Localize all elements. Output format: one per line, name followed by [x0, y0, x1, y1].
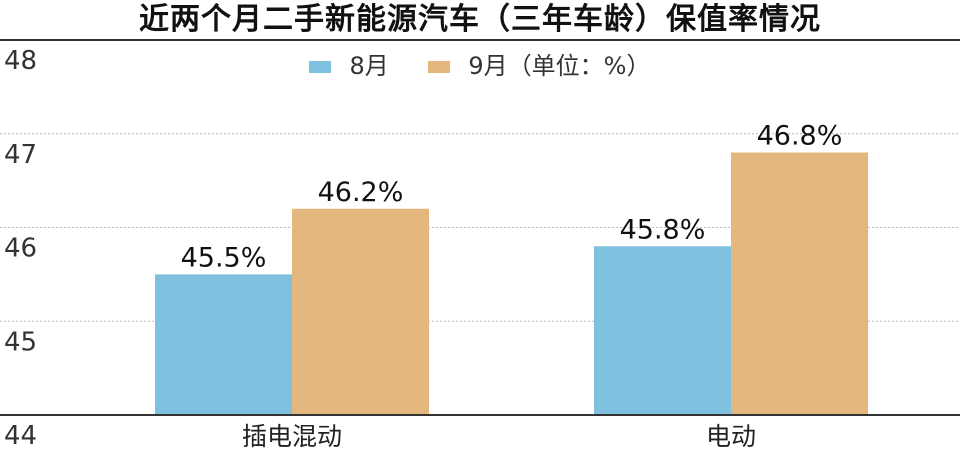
data-label: 46.8% — [757, 121, 843, 152]
legend-swatch-aug — [309, 61, 332, 73]
bar — [594, 246, 731, 415]
data-label: 45.5% — [181, 242, 267, 273]
chart-title: 近两个月二手新能源汽车（三年车龄）保值率情况 — [139, 2, 821, 37]
legend: 8月 9月（单位：%） — [0, 52, 960, 80]
legend-label-sep: 9月 — [468, 52, 508, 80]
y-tick-label: 46 — [4, 234, 37, 264]
x-tick-label: 电动 — [706, 422, 756, 449]
legend-item-aug: 8月 — [309, 52, 389, 80]
unit-note: （单位：%） — [507, 52, 651, 80]
legend-swatch-sep — [428, 61, 451, 73]
bar — [731, 152, 868, 415]
y-tick-label: 48 — [4, 46, 37, 76]
bar — [155, 274, 292, 415]
y-tick-label: 44 — [4, 421, 37, 449]
legend-label-aug: 8月 — [349, 52, 389, 80]
x-tick-label: 插电混动 — [242, 422, 342, 449]
data-label: 46.2% — [318, 177, 404, 208]
data-label: 45.8% — [620, 214, 706, 245]
bar — [292, 208, 429, 415]
y-tick-label: 45 — [4, 327, 37, 357]
y-tick-label: 47 — [4, 140, 37, 170]
legend-item-sep: 9月（单位：%） — [428, 52, 651, 80]
